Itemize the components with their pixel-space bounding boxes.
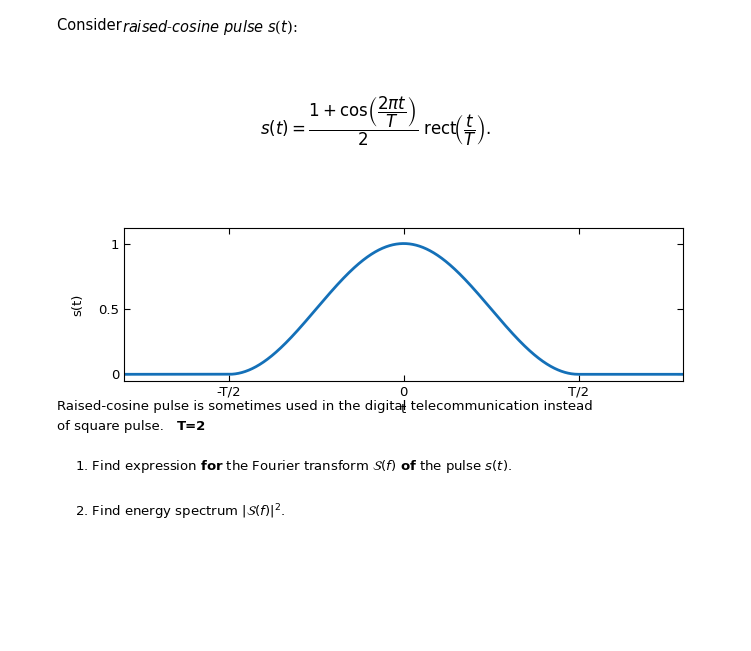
Text: $\mathit{raised}$-$\mathit{cosine}$ $\mathit{pulse}$ $\mathit{s}$($\mathit{t}$):: $\mathit{raised}$-$\mathit{cosine}$ $\ma… [122,18,297,37]
Text: 1. Find expression $\mathbf{for}$ the Fourier transform $\mathcal{S}$$(f)$ $\mat: 1. Find expression $\mathbf{for}$ the Fo… [75,458,512,475]
Text: of square pulse.: of square pulse. [57,420,173,433]
Y-axis label: s(t): s(t) [72,293,85,316]
Text: 2. Find energy spectrum $|\mathcal{S}$$(f)|^2$.: 2. Find energy spectrum $|\mathcal{S}$$(… [75,502,285,521]
X-axis label: t: t [401,403,406,416]
Text: T=2: T=2 [177,420,207,433]
Text: $s(t) = \dfrac{1 + \cos\!\left(\dfrac{2\pi t}{T}\right)}{2}\ \mathrm{rect}\!\lef: $s(t) = \dfrac{1 + \cos\!\left(\dfrac{2\… [260,95,491,148]
Text: Raised-cosine pulse is sometimes used in the digital telecommunication instead: Raised-cosine pulse is sometimes used in… [57,400,593,413]
Text: Consider: Consider [57,18,126,33]
